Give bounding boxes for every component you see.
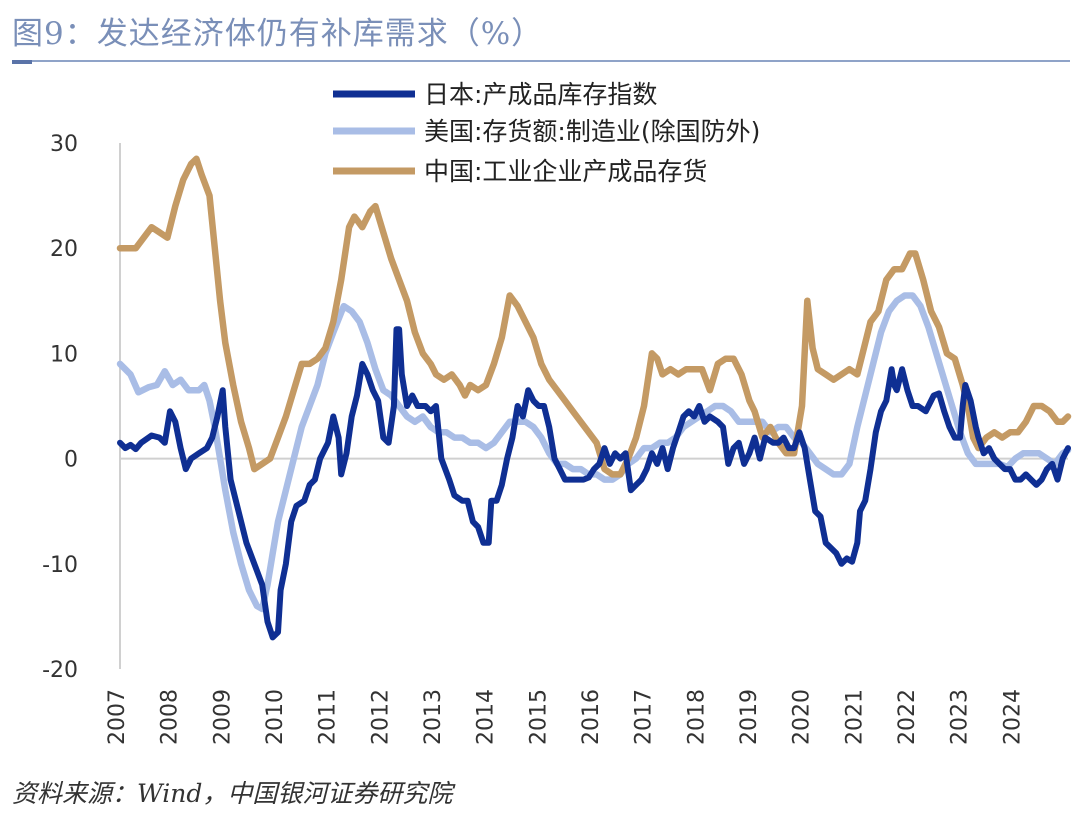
x-tick-label: 2014: [474, 689, 499, 745]
x-tick-label: 2019: [737, 689, 762, 745]
grid-layer: [119, 143, 1068, 669]
legend-label-1: 日本:产成品库存指数: [424, 80, 657, 109]
series-line-3: [116, 155, 1072, 478]
x-tick-label: 2018: [684, 689, 709, 745]
y-tick-label: -20: [42, 658, 78, 683]
title-divider: [12, 60, 1070, 62]
y-tick-label: 20: [50, 237, 78, 262]
x-tick-label: 2012: [368, 689, 393, 745]
x-tick-label: 2023: [948, 689, 973, 745]
x-tick-label: 2024: [1000, 689, 1025, 745]
y-tick-label: 30: [50, 132, 78, 157]
y-tick-label: 10: [50, 342, 78, 367]
legend-label-2: 美国:存货额:制造业(除国防外): [424, 117, 760, 146]
y-axis-ticks: 30 20 10 0 -10 -20: [42, 132, 78, 683]
series-layer: [116, 155, 1072, 641]
title-divider-mark: [12, 60, 32, 64]
x-tick-label: 2013: [421, 689, 446, 745]
x-axis-ticks: 2007 2008 2009 2010 2011 2012 2013 2014 2015 2016…: [105, 689, 1025, 745]
series-line-2: [116, 292, 1072, 613]
x-tick-label: 2022: [895, 689, 920, 745]
x-tick-label: 2021: [842, 689, 867, 745]
x-tick-label: 2020: [790, 689, 815, 745]
x-tick-label: 2015: [526, 689, 551, 745]
x-tick-label: 2007: [105, 689, 130, 745]
x-tick-label: 2017: [632, 689, 657, 745]
x-tick-label: 2011: [316, 689, 341, 745]
y-tick-label: -10: [42, 553, 78, 578]
x-tick-label: 2008: [158, 689, 183, 745]
x-tick-label: 2009: [210, 689, 235, 745]
x-tick-label: 2016: [579, 689, 604, 745]
legend-label-3: 中国:工业企业产成品存货: [424, 157, 707, 186]
figure-title: 图9：发达经济体仍有补库需求（%）: [12, 16, 544, 52]
x-tick-label: 2010: [263, 689, 288, 745]
series-line-1: [117, 326, 1071, 641]
y-tick-label: 0: [64, 448, 78, 473]
source-note: 资料来源：Wind，中国银河证券研究院: [12, 779, 453, 808]
